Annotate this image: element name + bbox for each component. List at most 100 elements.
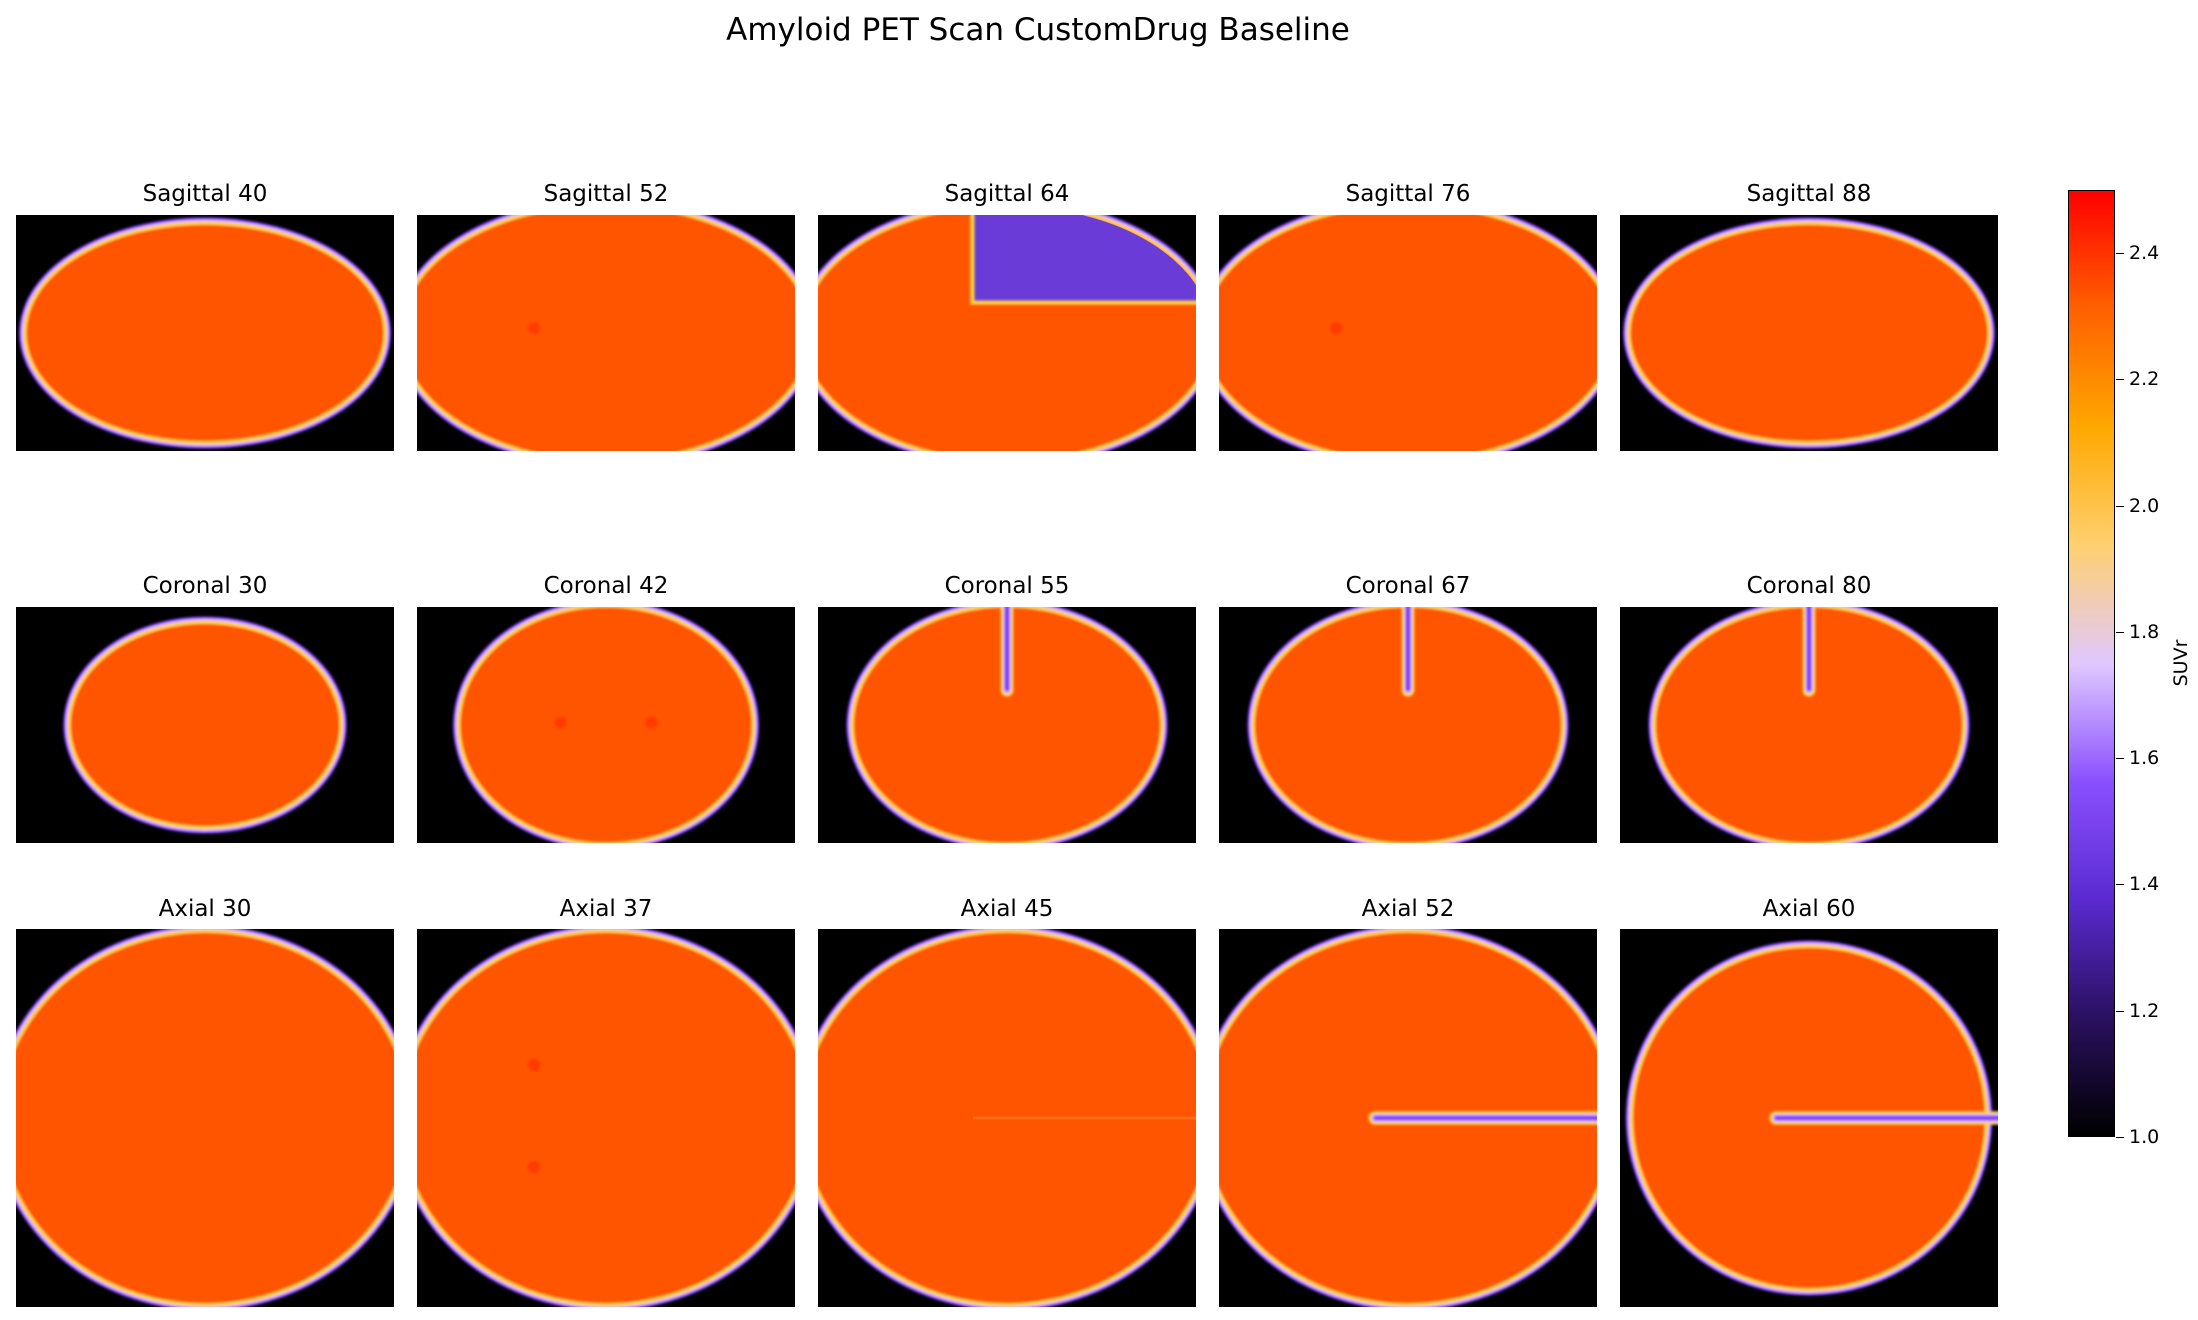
slice-svg	[16, 607, 394, 843]
slice-svg	[1219, 607, 1597, 843]
slice-svg	[818, 215, 1196, 451]
tissue-ellipse	[846, 607, 1168, 843]
panel-title: Sagittal 76	[1345, 181, 1471, 207]
colorbar-tick-label: 1.8	[2129, 621, 2160, 643]
slice-svg	[16, 215, 394, 451]
uptake-hotspot	[528, 322, 541, 335]
faint-seam	[972, 1116, 1196, 1120]
pet-slice-image	[417, 215, 795, 451]
figure-title: Amyloid PET Scan CustomDrug Baseline	[726, 12, 1350, 48]
cleft-slot	[1802, 607, 1816, 697]
cleft-slot	[1000, 607, 1014, 697]
pet-slice-image	[417, 929, 795, 1307]
panel-title: Axial 30	[158, 896, 252, 922]
pet-slice-image	[1219, 215, 1597, 451]
panel-title: Coronal 67	[1345, 573, 1471, 599]
colorbar	[2068, 190, 2115, 1137]
sagittal-panel-2: Sagittal 52	[417, 180, 795, 451]
slice-svg	[818, 929, 1196, 1307]
colorbar-tick-label: 1.4	[2129, 873, 2160, 895]
tissue-ellipse	[16, 929, 394, 1307]
panel-title: Axial 45	[960, 896, 1054, 922]
tissue-ellipse	[1623, 217, 1995, 449]
coronal-panel-4: Coronal 67	[1219, 572, 1597, 843]
tissue-ellipse	[1648, 607, 1970, 843]
panel-title: Sagittal 40	[142, 181, 268, 207]
cleft-slot	[1401, 607, 1415, 697]
colorbar-tick	[2116, 758, 2124, 759]
panel-title: Coronal 42	[543, 573, 669, 599]
sagittal-panel-1: Sagittal 40	[16, 180, 394, 451]
pet-slice-image	[417, 607, 795, 843]
colorbar-tick	[2116, 1011, 2124, 1012]
colorbar-tick-label: 1.0	[2129, 1126, 2160, 1148]
pet-slice-image	[1219, 607, 1597, 843]
tissue-ellipse	[63, 616, 347, 834]
colorbar-tick	[2116, 632, 2124, 633]
sagittal-panel-3: Sagittal 64	[818, 180, 1196, 451]
uptake-hotspot	[645, 716, 658, 729]
panel-title: Sagittal 88	[1746, 181, 1872, 207]
sagittal-panel-5: Sagittal 88	[1620, 180, 1998, 451]
sagittal-panel-4: Sagittal 76	[1219, 180, 1597, 451]
pet-slice-image	[16, 607, 394, 843]
slice-svg	[417, 929, 795, 1307]
slice-svg	[417, 215, 795, 451]
uptake-hotspot	[1330, 322, 1343, 335]
tissue-ellipse	[452, 607, 760, 843]
pet-slice-image	[16, 929, 394, 1307]
slice-svg	[1219, 929, 1597, 1307]
colorbar-tick-label: 1.6	[2129, 747, 2160, 769]
uptake-hotspot	[528, 1161, 541, 1174]
panel-title: Coronal 55	[944, 573, 1070, 599]
pet-slice-image	[818, 215, 1196, 451]
tissue-ellipse	[1247, 607, 1569, 843]
cleft-slot	[1769, 1111, 1998, 1125]
slice-svg	[1620, 929, 1998, 1307]
tissue-ellipse	[417, 929, 795, 1307]
slice-svg	[1620, 215, 1998, 451]
axial-panel-5: Axial 60	[1620, 895, 1998, 1307]
colorbar-tick	[2116, 884, 2124, 885]
coronal-panel-5: Coronal 80	[1620, 572, 1998, 843]
colorbar-tick-label: 2.4	[2129, 242, 2160, 264]
slice-svg	[16, 929, 394, 1307]
pet-slice-image	[818, 929, 1196, 1307]
slice-svg	[818, 607, 1196, 843]
cleft-slot	[1368, 1111, 1597, 1125]
axial-panel-3: Axial 45	[818, 895, 1196, 1307]
tissue-ellipse	[19, 217, 391, 449]
pet-slice-image	[1219, 929, 1597, 1307]
panel-title: Coronal 80	[1746, 573, 1872, 599]
colorbar-tick-label: 2.0	[2129, 495, 2160, 517]
axial-panel-4: Axial 52	[1219, 895, 1597, 1307]
pet-slice-image	[1620, 607, 1998, 843]
tissue-ellipse	[1219, 215, 1597, 451]
colorbar-tick	[2116, 506, 2124, 507]
coronal-panel-2: Coronal 42	[417, 572, 795, 843]
uptake-hotspot	[554, 716, 567, 729]
uptake-hotspot	[528, 1059, 541, 1072]
pet-slice-image	[1620, 215, 1998, 451]
pet-slice-image	[16, 215, 394, 451]
panel-title: Coronal 30	[142, 573, 268, 599]
tissue-ellipse	[417, 215, 795, 451]
panel-title: Axial 37	[559, 896, 653, 922]
pet-slice-image	[818, 607, 1196, 843]
coronal-panel-3: Coronal 55	[818, 572, 1196, 843]
colorbar-tick	[2116, 1137, 2124, 1138]
pet-slice-image	[1620, 929, 1998, 1307]
panel-title: Axial 52	[1361, 896, 1455, 922]
colorbar-label: SUVr	[2170, 639, 2192, 687]
slice-svg	[1620, 607, 1998, 843]
panel-title: Axial 60	[1762, 896, 1856, 922]
slice-svg	[1219, 215, 1597, 451]
panel-title: Sagittal 64	[944, 181, 1070, 207]
colorbar-tick	[2116, 379, 2124, 380]
axial-panel-2: Axial 37	[417, 895, 795, 1307]
colorbar-tick	[2116, 253, 2124, 254]
coronal-panel-1: Coronal 30	[16, 572, 394, 843]
slice-svg	[417, 607, 795, 843]
colorbar-tick-label: 2.2	[2129, 368, 2160, 390]
axial-panel-1: Axial 30	[16, 895, 394, 1307]
